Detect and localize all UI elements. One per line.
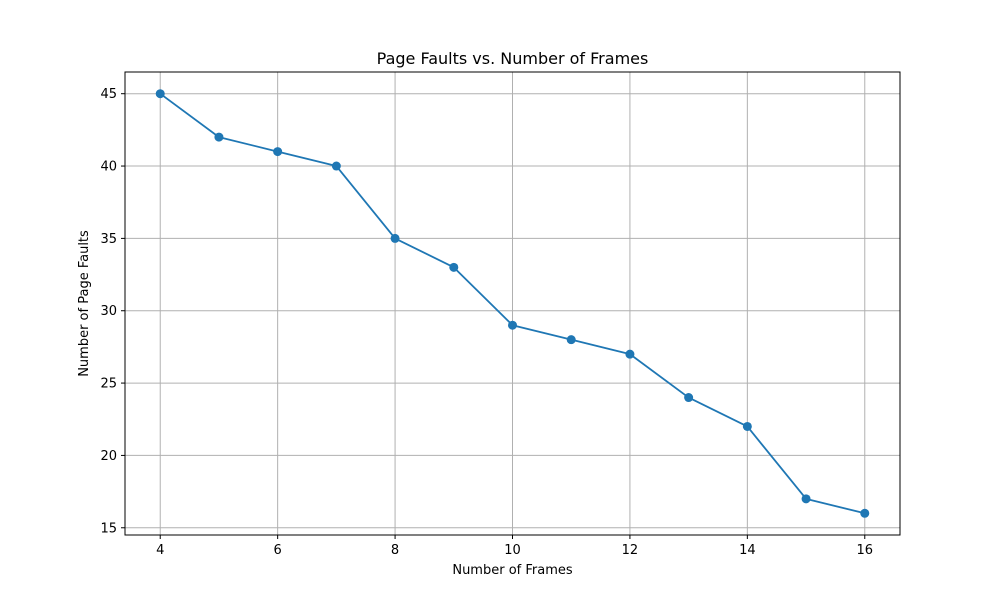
- data-point: [684, 393, 694, 403]
- x-tick-label: 12: [622, 543, 639, 558]
- data-series: [155, 89, 870, 518]
- data-point: [273, 147, 283, 157]
- x-tick-label: 16: [856, 543, 873, 558]
- data-point: [566, 335, 576, 345]
- y-tick-label: 35: [100, 232, 117, 247]
- data-point: [625, 349, 635, 359]
- grid-lines: [125, 72, 900, 535]
- data-point: [508, 320, 517, 330]
- chart-title: Page Faults vs. Number of Frames: [377, 49, 649, 68]
- y-tick-label: 45: [100, 87, 117, 102]
- y-tick-label: 25: [100, 377, 117, 392]
- x-tick-label: 8: [391, 543, 399, 558]
- y-axis-title: Number of Page Faults: [77, 230, 92, 377]
- data-point: [742, 421, 752, 431]
- data-point: [449, 262, 459, 272]
- data-point: [214, 132, 224, 142]
- axis-ticks: 4 6 8 10 12 14 16 15 20 25 30 35 40 45: [100, 87, 873, 558]
- x-tick-label: 14: [739, 543, 756, 558]
- data-point: [860, 508, 870, 518]
- y-tick-label: 20: [100, 449, 117, 464]
- data-point: [155, 89, 165, 99]
- x-tick-label: 10: [504, 543, 521, 558]
- data-point: [390, 233, 400, 243]
- data-point: [801, 494, 811, 504]
- x-tick-label: 6: [274, 543, 282, 558]
- data-point: [331, 161, 341, 171]
- x-tick-label: 4: [156, 543, 164, 558]
- x-axis-title: Number of Frames: [452, 563, 573, 578]
- y-tick-label: 40: [100, 160, 117, 175]
- y-tick-label: 15: [100, 521, 117, 536]
- y-tick-label: 30: [100, 304, 117, 319]
